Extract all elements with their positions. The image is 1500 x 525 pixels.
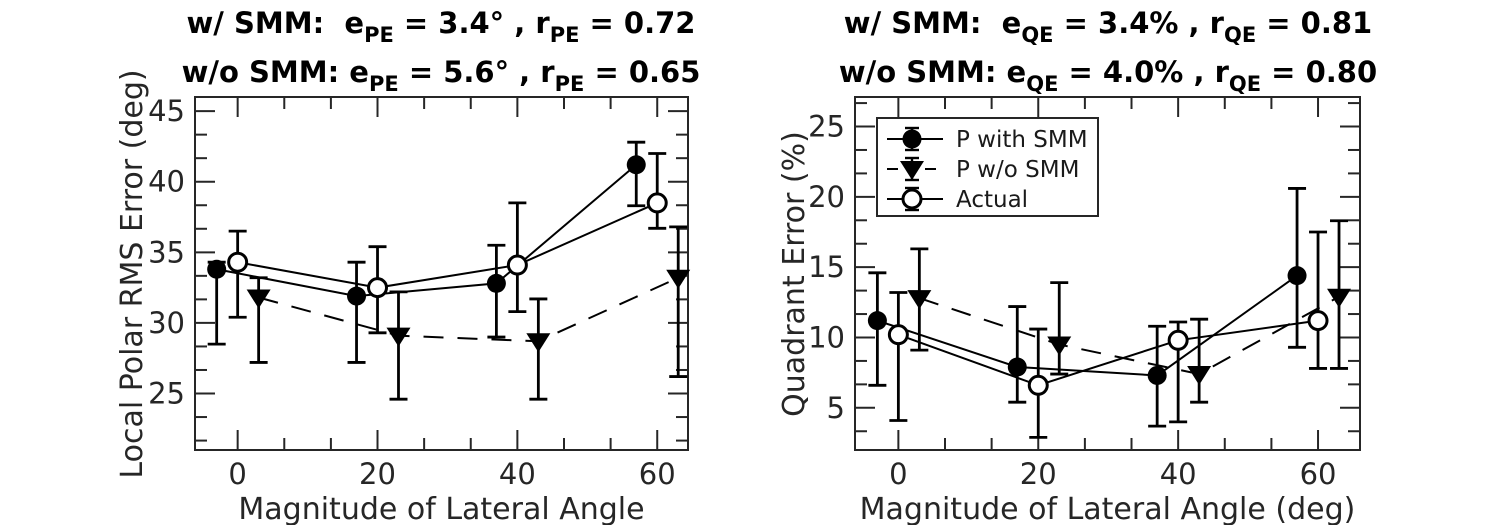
left-plot-title: w/ SMM: ePE = 3.4° , rPE = 0.72 w/o SMM:… — [160, 0, 722, 98]
axes-box — [194, 96, 689, 451]
data-point-marker — [1307, 310, 1329, 332]
right-plot-title: w/ SMM: eQE = 3.4% , rQE = 0.81 w/o SMM:… — [827, 0, 1389, 98]
data-point-marker — [1327, 288, 1352, 308]
series-line-p-with-smm — [216, 164, 637, 298]
y-tick-label: 35 — [148, 235, 185, 269]
title-line-2: w/o SMM: ePE = 5.6° , rPE = 0.65 — [181, 55, 701, 96]
legend-marker — [901, 188, 923, 210]
error-bar — [1190, 317, 1209, 404]
data-point-marker — [867, 311, 887, 331]
x-tick-label: 60 — [1300, 457, 1337, 491]
legend: P with SMM P w/o SMM Actual — [876, 117, 1099, 217]
data-point-marker — [526, 333, 551, 353]
series-line-p-w-o-smm — [258, 276, 679, 343]
left-x-axis-label: Magnitude of Lateral Angle (deg) — [238, 492, 645, 525]
data-point-marker — [666, 269, 691, 289]
data-point-marker — [1027, 374, 1049, 396]
error-bar — [1309, 230, 1328, 370]
y-tick-label: 15 — [808, 250, 845, 284]
data-point-marker — [246, 289, 271, 309]
x-tick-label: 20 — [359, 457, 396, 491]
series-line-actual — [237, 201, 658, 289]
data-point-marker — [1007, 357, 1027, 377]
right-plot: 0 20 40 60 5 10 15 20 25 P with SMM P w/o SMM Actua… — [808, 96, 1361, 491]
x-tick-label: 40 — [499, 457, 536, 491]
data-point-marker — [1047, 336, 1072, 356]
y-tick-label: 20 — [808, 180, 845, 214]
legend-label: Actual — [956, 187, 1028, 213]
data-point-marker — [907, 290, 932, 310]
error-bar — [648, 152, 667, 230]
data-point-marker — [486, 273, 506, 293]
error-bar — [669, 225, 688, 378]
data-point-marker — [506, 254, 528, 276]
y-tick-label: 30 — [148, 306, 185, 340]
y-tick-label: 10 — [808, 320, 845, 354]
y-tick-label: 45 — [148, 94, 185, 128]
axes-box — [854, 96, 1361, 451]
data-point-marker — [227, 251, 249, 273]
y-tick-label: 25 — [148, 377, 185, 411]
right-y-axis-label: Quadrant Error (%) — [777, 131, 812, 417]
data-point-marker — [887, 324, 909, 346]
y-tick-label: 40 — [148, 165, 185, 199]
x-tick-label: 40 — [1160, 457, 1197, 491]
title-line-1: w/ SMM: ePE = 3.4° , rPE = 0.72 — [186, 6, 696, 47]
right-x-axis-label: Magnitude of Lateral Angle (deg) — [859, 492, 1356, 525]
legend-marker — [902, 129, 922, 149]
error-bar — [1008, 305, 1027, 404]
error-bar — [1050, 281, 1069, 376]
left-y-axis-label: Local Polar RMS Error (deg) — [115, 69, 150, 479]
legend-label: P w/o SMM — [956, 157, 1079, 183]
series-line-p-w-o-smm — [919, 295, 1340, 376]
data-point-marker — [1167, 329, 1189, 351]
data-point-marker — [1187, 366, 1212, 386]
data-point-marker — [347, 286, 367, 306]
data-point-marker — [1147, 365, 1167, 385]
legend-entry: P w/o SMM — [887, 156, 1079, 183]
error-bar — [347, 260, 366, 364]
data-point-marker — [1287, 266, 1307, 286]
legend-label: P with SMM — [956, 127, 1088, 153]
title-line-1: w/ SMM: eQE = 3.4% , rQE = 0.81 — [843, 6, 1373, 47]
x-tick-label: 0 — [889, 457, 907, 491]
legend-marker — [900, 161, 924, 180]
error-bar — [889, 291, 908, 422]
left-plot: 0 20 40 60 25 30 35 40 45 — [148, 94, 691, 491]
data-point-marker — [367, 277, 389, 299]
x-tick-label: 0 — [228, 457, 246, 491]
x-tick-label: 60 — [639, 457, 676, 491]
y-tick-label: 5 — [827, 391, 845, 425]
legend-entry: P with SMM — [887, 126, 1088, 153]
data-point-marker — [626, 155, 646, 175]
x-tick-label: 20 — [1020, 457, 1057, 491]
data-point-marker — [207, 259, 227, 279]
data-point-marker — [386, 327, 411, 347]
series-line-p-with-smm — [877, 274, 1298, 377]
y-tick-label: 25 — [808, 110, 845, 144]
legend-entry: Actual — [887, 186, 1028, 213]
series-line-actual — [898, 319, 1319, 387]
title-line-2: w/o SMM: eQE = 4.0% , rQE = 0.80 — [838, 55, 1378, 96]
data-point-marker — [646, 192, 668, 214]
